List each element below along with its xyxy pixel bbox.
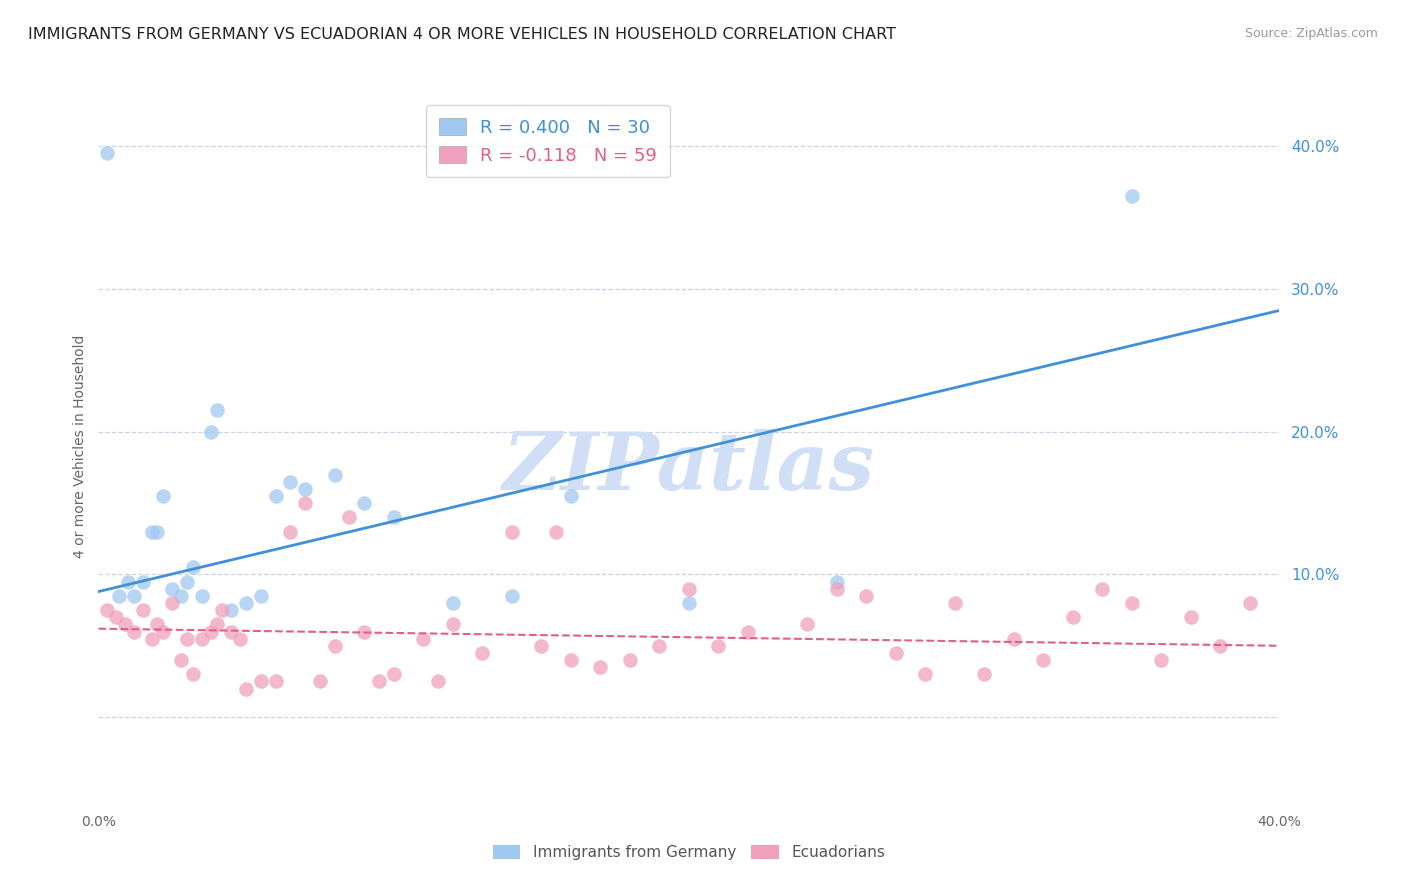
Point [1121, 189, 1143, 203]
Point [205, 403, 228, 417]
Point [219, 603, 242, 617]
Point [200, 624, 222, 639]
Point [382, 667, 405, 681]
Point [412, 632, 434, 646]
Point [441, 617, 464, 632]
Point [152, 489, 174, 503]
Point [1091, 582, 1114, 596]
Point [181, 667, 204, 681]
Point [105, 610, 128, 624]
Point [855, 589, 877, 603]
Point [122, 624, 145, 639]
Point [589, 660, 612, 674]
Point [353, 624, 375, 639]
Point [141, 524, 163, 539]
Point [132, 574, 155, 589]
Point [162, 596, 183, 610]
Point [441, 596, 464, 610]
Point [294, 482, 316, 496]
Point [181, 560, 204, 574]
Point [323, 639, 346, 653]
Point [235, 596, 257, 610]
Point [309, 674, 332, 689]
Point [114, 617, 136, 632]
Legend: Immigrants from Germany, Ecuadorians: Immigrants from Germany, Ecuadorians [486, 839, 891, 866]
Point [96, 603, 118, 617]
Point [648, 639, 671, 653]
Point [914, 667, 936, 681]
Point [152, 624, 174, 639]
Point [122, 589, 145, 603]
Point [427, 674, 450, 689]
Point [382, 510, 405, 524]
Point [176, 574, 198, 589]
Point [96, 146, 118, 161]
Point [796, 617, 818, 632]
Point [1062, 610, 1084, 624]
Point [560, 653, 582, 667]
Point [825, 574, 848, 589]
Point [1180, 610, 1202, 624]
Point [205, 617, 228, 632]
Point [117, 574, 139, 589]
Point [235, 681, 257, 696]
Point [141, 632, 163, 646]
Point [707, 639, 730, 653]
Point [884, 646, 907, 660]
Point [278, 524, 302, 539]
Point [146, 524, 169, 539]
Point [353, 496, 375, 510]
Point [546, 524, 568, 539]
Point [191, 589, 214, 603]
Point [191, 632, 214, 646]
Text: ZIPatlas: ZIPatlas [503, 429, 875, 506]
Point [176, 632, 198, 646]
Point [501, 524, 523, 539]
Point [368, 674, 391, 689]
Point [211, 603, 233, 617]
Point [501, 589, 523, 603]
Point [1002, 632, 1025, 646]
Point [108, 589, 131, 603]
Point [1209, 639, 1232, 653]
Point [619, 653, 641, 667]
Point [1150, 653, 1173, 667]
Point [943, 596, 966, 610]
Point [146, 617, 169, 632]
Point [560, 489, 582, 503]
Point [264, 489, 287, 503]
Point [323, 467, 346, 482]
Point [162, 582, 183, 596]
Point [132, 603, 155, 617]
Point [678, 596, 700, 610]
Point [229, 632, 252, 646]
Point [471, 646, 494, 660]
Y-axis label: 4 or more Vehicles in Household: 4 or more Vehicles in Household [73, 334, 87, 558]
Point [1121, 596, 1143, 610]
Point [250, 674, 273, 689]
Point [264, 674, 287, 689]
Point [1239, 596, 1261, 610]
Point [530, 639, 553, 653]
Point [219, 624, 242, 639]
Text: Source: ZipAtlas.com: Source: ZipAtlas.com [1244, 27, 1378, 40]
Point [278, 475, 302, 489]
Point [170, 653, 193, 667]
Point [678, 582, 700, 596]
Point [1032, 653, 1054, 667]
Point [825, 582, 848, 596]
Point [170, 589, 193, 603]
Point [737, 624, 759, 639]
Point [973, 667, 995, 681]
Point [250, 589, 273, 603]
Text: IMMIGRANTS FROM GERMANY VS ECUADORIAN 4 OR MORE VEHICLES IN HOUSEHOLD CORRELATIO: IMMIGRANTS FROM GERMANY VS ECUADORIAN 4 … [28, 27, 896, 42]
Point [200, 425, 222, 439]
Point [339, 510, 360, 524]
Point [294, 496, 316, 510]
